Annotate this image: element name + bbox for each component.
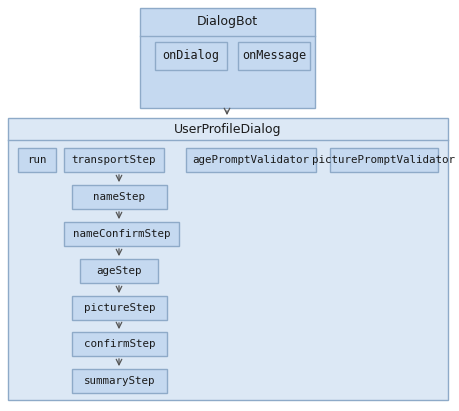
FancyBboxPatch shape [80, 259, 157, 283]
Text: pictureStep: pictureStep [84, 303, 155, 313]
Text: transportStep: transportStep [72, 155, 156, 165]
Text: run: run [27, 155, 47, 165]
FancyBboxPatch shape [8, 118, 447, 400]
FancyBboxPatch shape [72, 296, 167, 320]
Text: onDialog: onDialog [162, 49, 219, 62]
FancyBboxPatch shape [64, 222, 179, 246]
FancyBboxPatch shape [155, 42, 226, 70]
Text: summaryStep: summaryStep [84, 376, 155, 386]
Text: agePromptValidator: agePromptValidator [192, 155, 309, 165]
FancyBboxPatch shape [329, 148, 437, 172]
Text: nameStep: nameStep [93, 192, 145, 202]
FancyBboxPatch shape [64, 148, 164, 172]
FancyBboxPatch shape [72, 369, 167, 393]
Text: onMessage: onMessage [241, 49, 305, 62]
Text: confirmStep: confirmStep [84, 339, 155, 349]
FancyBboxPatch shape [185, 148, 315, 172]
Text: UserProfileDialog: UserProfileDialog [174, 122, 281, 136]
FancyBboxPatch shape [72, 332, 167, 356]
FancyBboxPatch shape [237, 42, 309, 70]
FancyBboxPatch shape [72, 185, 167, 209]
FancyBboxPatch shape [140, 8, 314, 108]
Text: picturePromptValidator: picturePromptValidator [312, 155, 454, 165]
FancyBboxPatch shape [18, 148, 56, 172]
Text: nameConfirmStep: nameConfirmStep [73, 229, 170, 239]
Text: ageStep: ageStep [96, 266, 141, 276]
Text: DialogBot: DialogBot [196, 16, 257, 28]
